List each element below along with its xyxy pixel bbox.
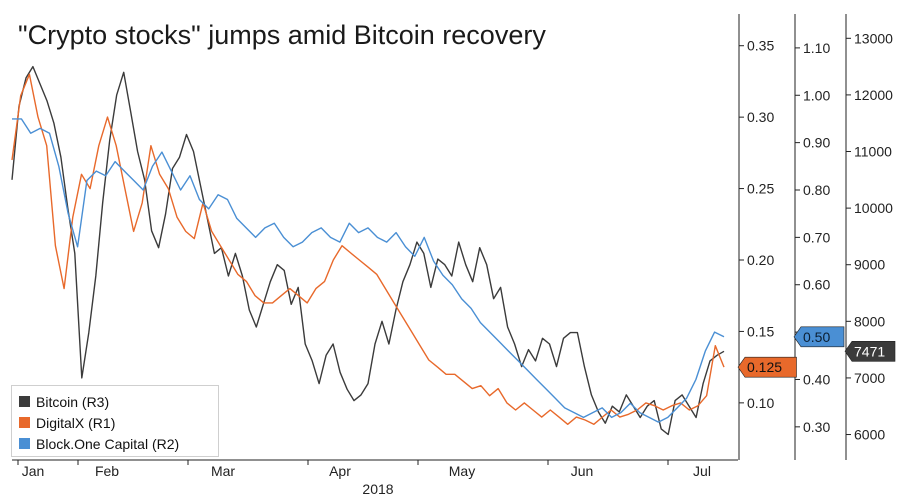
y-tick-label-r1-0-20: 0.20 (747, 252, 774, 268)
last-value-tag-bitcoin-r3: 7471 (844, 340, 896, 362)
series-line-block-one-capital-r2 (12, 118, 725, 423)
y-tick-label-r2-1-10: 1.10 (803, 40, 830, 56)
y-tick-label-r3-13000: 13000 (854, 30, 893, 46)
y-tick-label-r1-0-35: 0.35 (747, 38, 774, 54)
x-tick-label-jul: Jul (693, 463, 711, 479)
last-value-tag-shape (737, 356, 797, 378)
x-tick-label-mar: Mar (211, 463, 235, 479)
chart-legend: Bitcoin (R3) DigitalX (R1) Block.One Cap… (11, 385, 219, 457)
legend-swatch-digitalx (19, 417, 30, 428)
y-tick-label-r3-10000: 10000 (854, 200, 893, 216)
x-tick-label-may: May (449, 463, 475, 479)
y-tick-label-r2-0-90: 0.90 (803, 135, 830, 151)
x-tick-label-apr: Apr (329, 463, 351, 479)
y-tick-label-r2-0-80: 0.80 (803, 182, 830, 198)
x-tick-label-feb: Feb (95, 463, 119, 479)
y-tick-label-r2-0-60: 0.60 (803, 277, 830, 293)
last-value-tag-label: 0.125 (747, 359, 782, 375)
legend-swatch-block-one-capital (19, 438, 30, 449)
y-tick-label-r3-11000: 11000 (854, 144, 892, 160)
y-tick-label-r1-0-10: 0.10 (747, 395, 774, 411)
series-line-bitcoin-r3 (11, 65, 725, 436)
legend-swatch-bitcoin (19, 396, 30, 407)
y-tick-label-r2-0-30: 0.30 (803, 419, 830, 435)
legend-label-block-one-capital: Block.One Capital (R2) (36, 435, 180, 452)
y-tick-label-r3-12000: 12000 (854, 87, 893, 103)
series-lines (11, 65, 725, 436)
y-tick-label-r2-1-00: 1.00 (803, 87, 830, 103)
y-tick-label-r2-0-70: 0.70 (803, 229, 830, 245)
last-value-tag-digitalx-r1: 0.125 (737, 356, 797, 378)
legend-entry-block-one-capital: Block.One Capital (R2) (19, 433, 218, 454)
y-tick-label-r3-8000: 8000 (854, 313, 885, 329)
y-tick-label-r3-7000: 7000 (854, 370, 885, 386)
y-tick-label-r2-0-40: 0.40 (803, 371, 830, 387)
legend-entry-digitalx: DigitalX (R1) (19, 412, 218, 433)
y-tick-label-r3-9000: 9000 (854, 257, 885, 273)
legend-label-bitcoin: Bitcoin (R3) (36, 393, 110, 410)
last-value-tag-shape (844, 340, 896, 362)
x-tick-label-jun: Jun (571, 463, 594, 479)
x-axis-label: 2018 (362, 481, 393, 497)
y-tick-label-r1-0-25: 0.25 (747, 181, 774, 197)
y-tick-label-r3-6000: 6000 (854, 427, 885, 443)
chart-title: "Crypto stocks" jumps amid Bitcoin recov… (18, 20, 546, 50)
legend-label-digitalx: DigitalX (R1) (36, 414, 116, 431)
y-tick-label-r1-0-15: 0.15 (747, 323, 774, 339)
y-tick-label-r1-0-30: 0.30 (747, 109, 774, 125)
last-value-tag-block-one-capital-r2: 0.50 (793, 326, 845, 348)
series-line-digitalx-r1 (11, 73, 725, 425)
x-tick-label-jan: Jan (22, 463, 45, 479)
last-value-tags: 0.125 0.50 7471 (737, 326, 896, 378)
legend-entry-bitcoin: Bitcoin (R3) (19, 391, 218, 412)
last-value-tag-label: 7471 (854, 343, 885, 359)
last-value-tag-label: 0.50 (803, 329, 830, 345)
last-value-tag-shape (793, 326, 845, 348)
